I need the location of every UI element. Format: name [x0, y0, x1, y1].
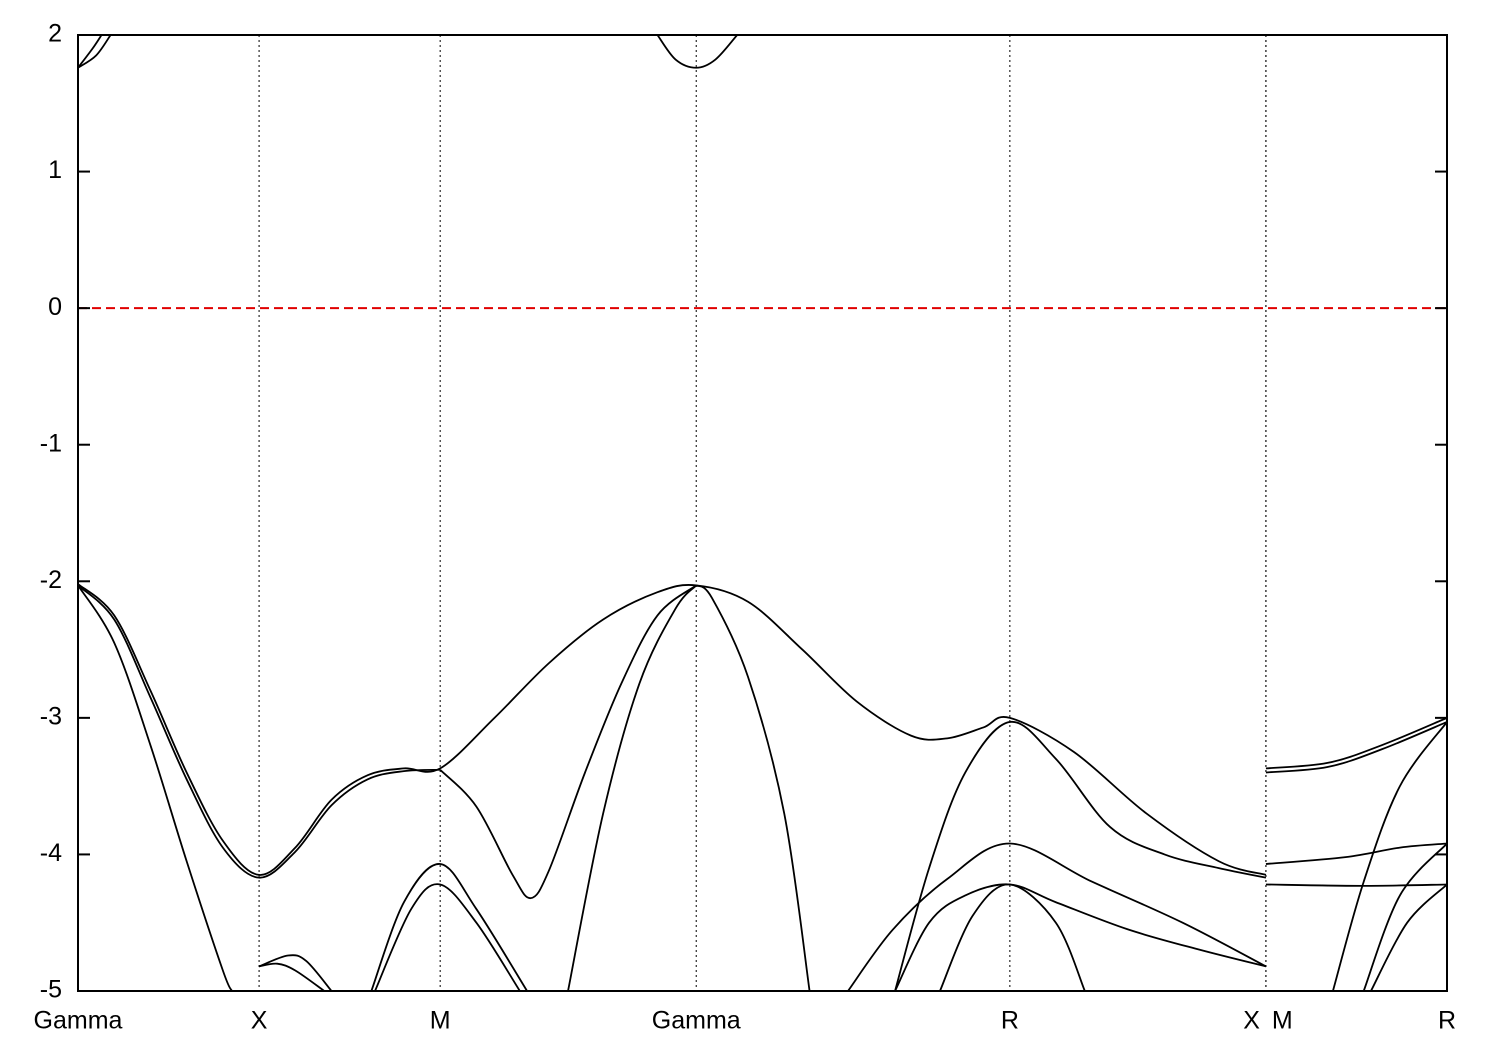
x-tick-label: Gamma	[34, 1007, 123, 1035]
band-line	[1265, 842, 1447, 865]
band-line	[78, 584, 233, 991]
band-line	[370, 863, 528, 991]
y-tick-label: 2	[48, 20, 62, 48]
band-line	[258, 954, 333, 991]
y-tick-label: -4	[40, 839, 62, 867]
y-tick-label: 1	[48, 156, 62, 184]
x-tick-label: Gamma	[652, 1007, 741, 1035]
band-line	[567, 584, 697, 991]
bands	[78, 35, 1447, 991]
grid	[77, 35, 1448, 991]
band-line	[78, 35, 103, 69]
band-line	[78, 583, 1267, 876]
band-line	[1332, 721, 1447, 991]
band-line	[78, 35, 112, 69]
band-line	[78, 584, 441, 879]
y-tick-label: -2	[40, 566, 62, 594]
band-line	[1265, 717, 1447, 770]
band-line	[374, 883, 521, 991]
band-line	[847, 842, 1267, 991]
band-line	[1370, 883, 1447, 991]
x-tick-label: X	[1243, 1007, 1260, 1035]
y-tick-label: -5	[40, 976, 62, 1004]
x-tick-label: X	[251, 1007, 268, 1035]
band-line	[1265, 883, 1447, 887]
y-tick-label: 0	[48, 293, 62, 321]
x-tick-label: R	[1438, 1007, 1456, 1035]
x-tick-label: M	[1272, 1007, 1293, 1035]
band-line	[1362, 842, 1447, 991]
band-line	[258, 962, 325, 991]
y-tick-label: -1	[40, 429, 62, 457]
band-line	[894, 721, 1267, 991]
band-line	[1265, 721, 1447, 774]
band-line	[894, 883, 1267, 991]
y-tick-label: -3	[40, 702, 62, 730]
plot-frame	[77, 34, 1448, 992]
x-tick-label: R	[1001, 1007, 1019, 1035]
band-line	[939, 883, 1086, 991]
x-tick-label: M	[430, 1007, 451, 1035]
band-line	[656, 35, 738, 69]
band-line	[695, 584, 811, 991]
band-line	[439, 584, 697, 900]
